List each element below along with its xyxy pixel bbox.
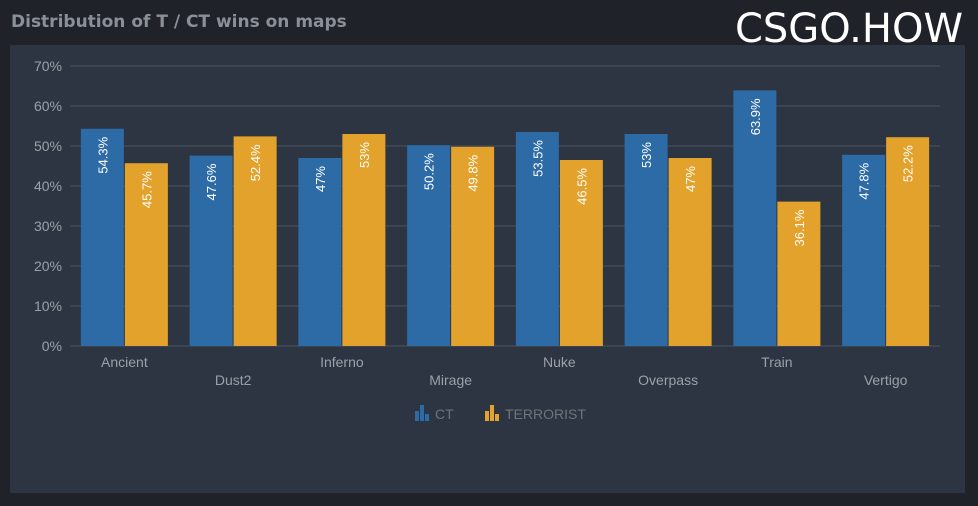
chart-panel: 0% 10% 20% 30% 40% 50% 60% 70% 54.3% 45.7% Ancient…: [10, 45, 965, 493]
y-tick-label: 30%: [34, 218, 62, 234]
x-tick-label: Train: [761, 354, 792, 370]
bar-terrorist-overpass: [668, 158, 712, 346]
bar-ct-overpass: [624, 134, 668, 346]
y-tick-label: 10%: [34, 298, 62, 314]
bar-terrorist-dust2: [233, 136, 277, 346]
y-tick-label: 20%: [34, 258, 62, 274]
bar-terrorist-inferno: [342, 134, 386, 346]
y-tick-label: 60%: [34, 98, 62, 114]
bar-ct-train: [733, 90, 777, 347]
x-tick-label: Vertigo: [864, 372, 908, 388]
y-tick-label: 70%: [34, 58, 62, 74]
legend-icon-bar: [420, 405, 424, 421]
data-label: 47%: [683, 166, 698, 192]
bar-terrorist-mirage: [451, 146, 495, 346]
data-label: 63.9%: [748, 98, 763, 135]
legend-icon-bar: [495, 414, 499, 421]
bar-terrorist-nuke: [559, 160, 603, 346]
data-label: 53.5%: [530, 140, 545, 177]
bar-ct-inferno: [298, 158, 342, 346]
data-label: 52.4%: [248, 144, 263, 181]
y-tick-label: 40%: [34, 178, 62, 194]
bar-terrorist-train: [777, 201, 821, 346]
data-label: 45.7%: [139, 171, 154, 208]
x-tick-label: Ancient: [101, 354, 148, 370]
x-tick-label: Nuke: [543, 354, 576, 370]
data-label: 54.3%: [95, 136, 110, 173]
data-label: 52.2%: [901, 145, 916, 182]
data-label: 47.6%: [204, 163, 219, 200]
data-label: 47.8%: [857, 162, 872, 199]
bar-chart: 0% 10% 20% 30% 40% 50% 60% 70% 54.3% 45.7% Ancient…: [34, 58, 940, 422]
data-label: 50.2%: [422, 153, 437, 190]
data-label: 53%: [639, 142, 654, 168]
legend-icon-bar: [490, 405, 494, 421]
bar-chart-icon: [415, 405, 429, 421]
bar-ct-mirage: [407, 145, 451, 346]
y-tick-label: 0%: [42, 338, 62, 354]
legend-icon-bar: [415, 411, 419, 421]
legend-label: TERRORIST: [505, 406, 586, 422]
bar-ct-ancient: [80, 128, 124, 346]
legend-item-terrorist[interactable]: TERRORIST: [485, 405, 586, 422]
bar-ct-dust2: [189, 155, 233, 346]
bar-chart-icon: [485, 405, 499, 421]
data-label: 47%: [313, 166, 328, 192]
x-tick-label: Inferno: [320, 354, 364, 370]
data-label: 49.8%: [466, 154, 481, 191]
data-label: 46.5%: [574, 168, 589, 205]
bar-terrorist-ancient: [124, 163, 168, 346]
watermark-logo: CSGO.HOW: [734, 6, 963, 52]
x-tick-label: Dust2: [215, 372, 252, 388]
legend-label: CT: [435, 406, 454, 422]
legend-icon-bar: [425, 414, 429, 421]
data-label: 53%: [357, 142, 372, 168]
legend-icon-bar: [485, 411, 489, 421]
x-tick-label: Overpass: [638, 372, 698, 388]
chart-title: Distribution of T / CT wins on maps: [11, 12, 347, 32]
bar-ct-vertigo: [842, 154, 886, 346]
bar-terrorist-vertigo: [886, 137, 930, 346]
x-tick-label: Mirage: [429, 372, 472, 388]
legend-item-ct[interactable]: CT: [415, 405, 454, 422]
bar-ct-nuke: [515, 132, 559, 346]
data-label: 36.1%: [792, 209, 807, 246]
y-tick-label: 50%: [34, 138, 62, 154]
